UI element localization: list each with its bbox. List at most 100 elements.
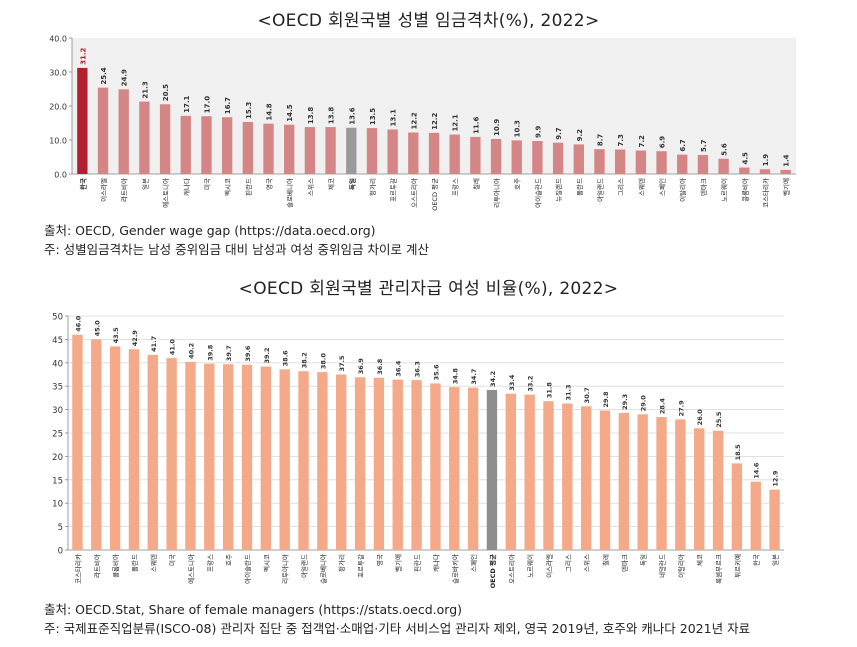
bar (731, 463, 743, 550)
x-category-label: 스위스 (307, 178, 315, 196)
y-tick-label: 40 (52, 359, 63, 369)
bar (470, 136, 481, 174)
bar (739, 167, 750, 174)
bar-value-label: 13.1 (390, 109, 398, 126)
x-category-label: 포르투갈 (357, 554, 365, 578)
bar (594, 149, 605, 174)
bar (449, 387, 460, 550)
x-category-label: 체코 (696, 554, 704, 566)
x-category-label: 한국 (753, 554, 761, 566)
bar (769, 489, 780, 550)
bar (532, 141, 543, 174)
x-category-label: 룩셈부르크 (714, 554, 723, 584)
x-category-label: 헝가리 (368, 178, 377, 196)
bar-value-label: 38.0 (319, 353, 327, 370)
bar (284, 124, 295, 174)
bar (118, 89, 129, 174)
x-category-label: 뉴질랜드 (554, 178, 563, 202)
x-category-label: 스페인 (658, 178, 667, 196)
bar-value-label: 17.1 (183, 95, 191, 112)
bar (72, 334, 83, 550)
bar (346, 127, 357, 174)
bar (637, 414, 648, 550)
x-category-label: 라트비아 (120, 178, 129, 202)
y-tick-label: 30 (52, 406, 63, 416)
bar-value-label: 37.5 (338, 355, 346, 372)
x-category-label: 벨기에 (782, 178, 791, 196)
x-category-label: 아이슬란드 (533, 178, 542, 208)
bar (618, 412, 630, 550)
x-category-label: 프랑스 (206, 554, 214, 572)
bar (780, 169, 791, 174)
bar-value-label: 39.7 (225, 345, 233, 361)
x-category-label: 캐나다 (431, 554, 440, 572)
x-category-label: 슬로바키아 (450, 554, 459, 584)
x-category-label: 호주 (514, 178, 522, 190)
x-category-label: 이스라엘 (544, 554, 553, 578)
bar-value-label: 7.2 (638, 135, 646, 148)
chart1-title: <OECD 회원국별 성별 임금격차(%), 2022> (257, 11, 600, 31)
bar-value-label: 6.7 (679, 139, 687, 152)
x-category-label: 네덜란드 (658, 554, 667, 578)
x-category-label: 리투아니아 (281, 554, 290, 584)
x-category-label: 아일랜드 (300, 554, 309, 578)
bar-value-label: 11.6 (472, 117, 480, 134)
x-category-label: OECD 평균 (488, 554, 497, 588)
chart2-note: 주: 국제표준직업분류(ISCO-08) 관리자 집단 중 접객업·소매업·기타… (44, 621, 751, 636)
bar (354, 377, 366, 550)
chart1-note: 주: 성별임금격차는 남성 중위임금 대비 남성과 여성 중위임금 차이로 계산 (44, 242, 429, 257)
y-tick-label: 50 (52, 313, 63, 323)
bar-value-label: 14.5 (286, 104, 294, 121)
x-category-label: 한국 (78, 178, 87, 190)
bar-value-label: 13.8 (307, 107, 315, 124)
x-category-label: 미국 (168, 554, 177, 566)
bar (524, 394, 535, 550)
x-category-label: 아이슬란드 (243, 554, 252, 584)
x-category-label: 영국 (265, 178, 274, 190)
bar (467, 387, 479, 550)
bar-value-label: 31.8 (545, 382, 553, 399)
y-tick-label: 15 (52, 476, 63, 486)
x-category-label: 핀란드 (413, 554, 422, 572)
bar (490, 138, 502, 174)
bar-value-label: 33.4 (508, 374, 516, 391)
bar (392, 379, 403, 550)
bar (242, 121, 253, 174)
y-tick-label: 20 (52, 453, 63, 463)
bar (159, 104, 171, 174)
bar-value-label: 41.7 (150, 336, 158, 352)
bar-value-label: 25.5 (715, 411, 723, 428)
bar (552, 142, 564, 174)
bar-value-label: 36.3 (414, 361, 422, 377)
bar-value-label: 39.2 (263, 347, 271, 363)
bar (656, 417, 667, 550)
gender-wage-gap-chart: 0.0 10.0 20.0 30.0 40.0 31.2 한국 25.4 이스라엘 24.9 라트비… (49, 35, 796, 211)
bar-value-label: 8.7 (596, 134, 604, 147)
x-category-label: 오스트리아 (507, 554, 516, 584)
bar-value-label: 6.9 (659, 136, 667, 149)
x-category-label: 헝가리 (337, 554, 346, 572)
y-tick-label: 10 (52, 500, 63, 510)
bar-value-label: 34.8 (451, 368, 459, 385)
bar-value-label: 33.2 (527, 376, 535, 392)
bar (241, 364, 253, 550)
bar (656, 151, 667, 174)
bar-value-label: 41.0 (169, 339, 177, 356)
bar (260, 366, 272, 550)
x-category-label: 멕시코 (262, 554, 271, 572)
bar (543, 401, 554, 550)
bar (373, 377, 385, 550)
bar (185, 361, 196, 550)
bar-value-label: 35.6 (432, 364, 440, 381)
bar-value-label: 39.6 (244, 345, 252, 362)
female-managers-chart: 0 5 10 15 20 25 30 35 40 45 50 46.0 코스타리카 45.0 라트비아 43.… (52, 313, 784, 588)
y-tick-label: 0 (58, 547, 63, 557)
x-category-label: 독일 (347, 178, 356, 190)
bar-value-label: 13.5 (369, 108, 377, 125)
bar-value-label: 34.7 (470, 369, 478, 385)
bar (694, 428, 705, 550)
bar-value-label: 1.9 (762, 154, 770, 167)
bar (180, 115, 191, 174)
bar-value-label: 38.6 (282, 350, 290, 367)
bar (615, 149, 626, 174)
